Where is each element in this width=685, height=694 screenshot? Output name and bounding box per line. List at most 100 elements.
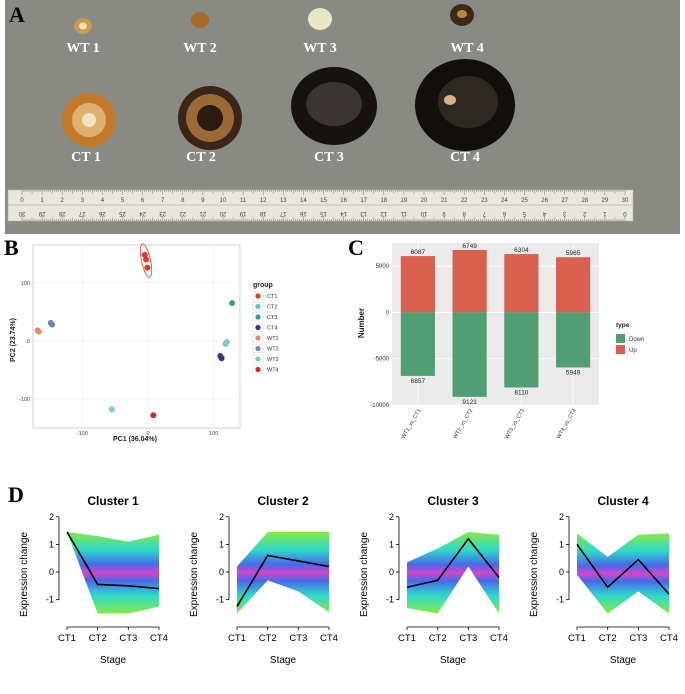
cluster-centroid-line	[236, 554, 330, 607]
cluster-y-tick-label: 2	[389, 512, 394, 522]
bar-down-value-label: 8110	[514, 390, 528, 397]
cluster-panel-2: Cluster 2 -1 0 1 2 CT1 CT2 CT3 CT4 Stage Expressio…	[189, 494, 338, 666]
cluster-x-axis-label: Stage	[610, 655, 637, 666]
bar-down-3	[504, 312, 539, 388]
pca-y-axis-label: PC2 (23.74%)	[10, 318, 17, 362]
cluster-title: Cluster 2	[257, 494, 309, 508]
pca-legend-swatch-ct1	[255, 293, 261, 299]
cluster-band	[407, 531, 499, 614]
bar-legend-label: Down	[629, 337, 644, 343]
ruler-number-bottom: 21	[199, 210, 206, 216]
ct1-sample-core	[82, 113, 96, 127]
ct4-sample-core	[438, 76, 498, 128]
pca-legend: CT1 CT2 CT3 CT4 WT1 WT2 WT3 WT4	[252, 291, 279, 374]
ruler-number-top: 7	[161, 198, 165, 204]
bar-legend-title: type	[616, 322, 630, 329]
ruler-number-bottom: 25	[119, 210, 126, 216]
ruler-number-bottom: 10	[420, 210, 427, 216]
ruler-number-top: 17	[360, 198, 367, 204]
ruler-number-bottom: 29	[38, 210, 45, 216]
ruler-number-bottom: 17	[279, 210, 286, 216]
cluster-y-tick-label: 1	[559, 539, 564, 549]
ruler-number-top: 11	[240, 198, 247, 204]
pca-point-ct3	[229, 300, 236, 307]
cluster-y-axis-label: Expression change	[189, 532, 200, 617]
ruler-number-bottom: 14	[340, 210, 347, 216]
ruler-number-bottom: 3	[562, 210, 566, 216]
bar-up-value-label: 6304	[514, 247, 529, 254]
cluster-x-tick-label: CT2	[599, 633, 617, 644]
pca-legend-label: CT3	[267, 315, 277, 321]
ruler-number-top: 2	[61, 198, 65, 204]
pca-point-ct1	[143, 256, 150, 263]
cluster-y-tick-label: -1	[46, 595, 54, 605]
bar-down-1	[400, 312, 435, 376]
wt4-label: WT 4	[450, 41, 484, 56]
pca-plot-area	[32, 244, 241, 429]
pca-y-tick-label: 0	[27, 339, 30, 345]
wt4-sample-core	[457, 10, 467, 18]
cluster-band	[237, 531, 329, 614]
pca-x-axis-label: PC1 (36.04%)	[113, 436, 157, 443]
cluster-x-tick-label: CT2	[259, 633, 277, 644]
ruler-number-top: 30	[622, 198, 629, 204]
bar-y-tick-label: -10000	[370, 403, 389, 409]
panel-b: B -100 0 100 -100 0 100 PC1 (36.04%) PC2 (23.…	[4, 235, 279, 443]
ruler-number-top: 23	[481, 198, 488, 204]
panel-c: C -10000 -5000 0 5000 6087 6857 6749 9121 6304 8…	[348, 235, 644, 440]
ruler-number-top: 5	[121, 198, 125, 204]
cluster-y-tick-label: 0	[49, 567, 54, 577]
ruler-number-top: 26	[541, 198, 548, 204]
pca-point-ct1	[144, 264, 151, 271]
ruler-number-bottom: 0	[623, 210, 627, 216]
ruler-number-top: 27	[561, 198, 568, 204]
ruler-number-top: 3	[81, 198, 85, 204]
bar-up-3	[504, 254, 539, 313]
ruler-number-bottom: 7	[482, 210, 486, 216]
bar-x-tick-label: WT3_vs_CT3	[504, 408, 526, 440]
bar-y-tick-label: -5000	[374, 357, 390, 363]
cluster-x-tick-label: CT2	[429, 633, 447, 644]
ruler-number-top: 18	[380, 198, 387, 204]
pca-legend-label: WT1	[267, 336, 279, 342]
ruler-number-bottom: 1	[603, 210, 607, 216]
ct2-sample-core	[197, 105, 223, 131]
ruler-number-bottom: 16	[299, 210, 306, 216]
cluster-x-tick-label: CT3	[629, 633, 647, 644]
pca-point-wt4	[150, 412, 157, 419]
bar-down-value-label: 6857	[411, 378, 426, 385]
pca-y-tick-label: -100	[19, 397, 30, 403]
cluster-x-axis-label: Stage	[100, 655, 127, 666]
cluster-x-tick-label: CT1	[58, 633, 76, 644]
ruler-number-top: 10	[220, 198, 227, 204]
wt2-sample-image	[191, 12, 209, 28]
cluster-y-axis-label: Expression change	[19, 532, 30, 617]
ruler-number-top: 14	[300, 198, 307, 204]
ruler: 0 1 2 3 4 5 6 7 8 9 10 11 12 13 14 15 16 17 18 19 20 21 22 23 24…	[7, 189, 634, 222]
bar-legend-swatch-down	[616, 334, 625, 343]
pca-grid	[33, 245, 240, 428]
ruler-number-bottom: 11	[400, 210, 407, 216]
pca-x-tick-label: 100	[209, 431, 218, 437]
pca-ticks: -100 0 100 -100 0 100	[19, 281, 218, 437]
cluster-y-tick-label: 0	[219, 567, 224, 577]
ruler-number-bottom: 6	[502, 210, 506, 216]
ruler-number-bottom: 23	[159, 210, 166, 216]
ruler-number-top: 16	[340, 198, 347, 204]
wt3-label: WT 3	[303, 41, 337, 56]
cluster-x-tick-label: CT1	[398, 633, 416, 644]
ruler-number-top: 20	[421, 198, 428, 204]
cluster-band	[67, 531, 159, 614]
bar-marks: 6087 6857 6749 9121 6304 8110 5965 5949	[400, 243, 591, 406]
ruler-number-top: 0	[20, 198, 24, 204]
cluster-title: Cluster 1	[87, 494, 139, 508]
cluster-y-tick-label: 2	[49, 512, 54, 522]
ruler-number-bottom: 20	[219, 210, 226, 216]
pca-legend-label: WT3	[267, 357, 279, 363]
cluster-y-tick-label: 2	[559, 512, 564, 522]
panel-a-photo: A WT 1 WT 2 WT 3 WT 4 CT 1 CT 2 CT 3 CT …	[5, 0, 680, 234]
bar-y-tick-label: 0	[386, 310, 390, 316]
cluster-x-tick-label: CT3	[119, 633, 137, 644]
wt1-label: WT 1	[66, 41, 100, 56]
bar-up-4	[556, 257, 591, 313]
